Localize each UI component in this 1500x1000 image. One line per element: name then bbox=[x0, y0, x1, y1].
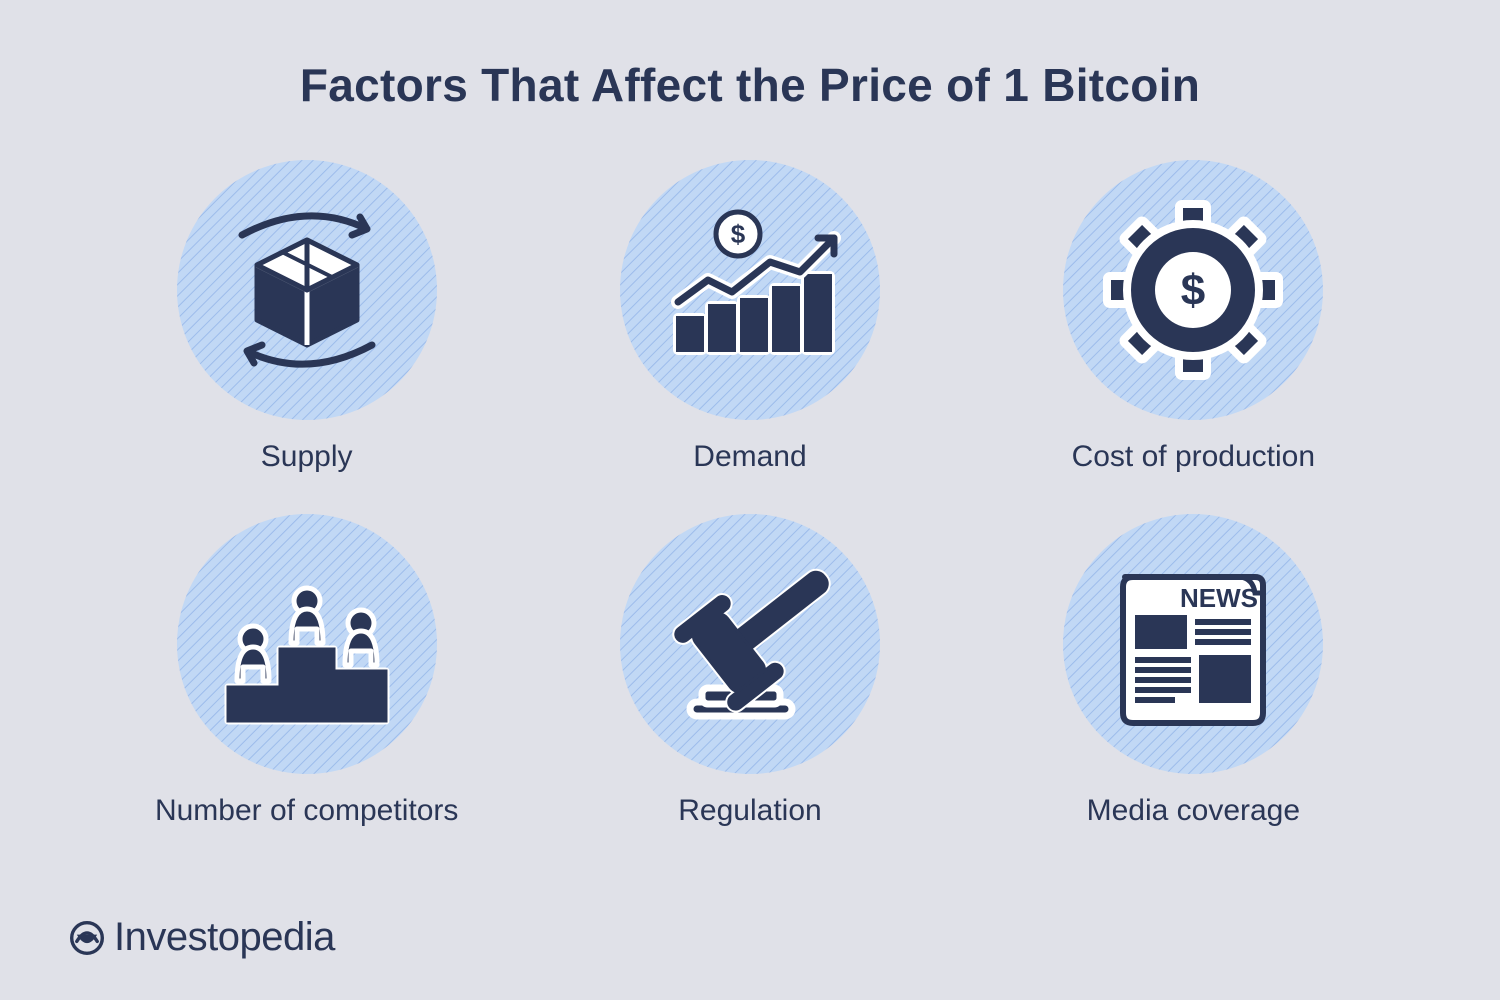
factors-grid: Supply bbox=[110, 160, 1390, 828]
media-circle: NEWS bbox=[1063, 514, 1323, 774]
cost-circle: $ bbox=[1063, 160, 1323, 420]
svg-text:$: $ bbox=[1181, 266, 1205, 315]
media-label: Media coverage bbox=[1087, 794, 1300, 828]
factor-cost: $ Cost of production bbox=[1063, 160, 1323, 474]
competitors-icon bbox=[202, 539, 412, 749]
demand-label: Demand bbox=[693, 440, 806, 474]
brand-name: Investopedia bbox=[114, 915, 335, 960]
competitors-circle bbox=[177, 514, 437, 774]
factor-supply: Supply bbox=[177, 160, 437, 474]
cost-label: Cost of production bbox=[1072, 440, 1315, 474]
supply-circle bbox=[177, 160, 437, 420]
page-title: Factors That Affect the Price of 1 Bitco… bbox=[0, 0, 1500, 112]
factor-regulation: Regulation bbox=[620, 514, 880, 828]
factor-media: NEWS Media coverage bbox=[1063, 514, 1323, 828]
svg-text:NEWS: NEWS bbox=[1180, 583, 1258, 613]
regulation-circle bbox=[620, 514, 880, 774]
factor-competitors: Number of competitors bbox=[155, 514, 458, 828]
footer-brand: Investopedia bbox=[70, 915, 335, 960]
competitors-label: Number of competitors bbox=[155, 794, 458, 828]
regulation-label: Regulation bbox=[678, 794, 821, 828]
demand-circle: $ bbox=[620, 160, 880, 420]
svg-text:$: $ bbox=[731, 219, 746, 249]
factor-demand: $ Demand bbox=[620, 160, 880, 474]
supply-icon bbox=[202, 185, 412, 395]
supply-label: Supply bbox=[261, 440, 353, 474]
regulation-icon bbox=[645, 539, 855, 749]
media-icon: NEWS bbox=[1093, 544, 1293, 744]
brand-logo-icon bbox=[70, 921, 104, 955]
cost-icon: $ bbox=[1093, 190, 1293, 390]
demand-icon: $ bbox=[650, 190, 850, 390]
